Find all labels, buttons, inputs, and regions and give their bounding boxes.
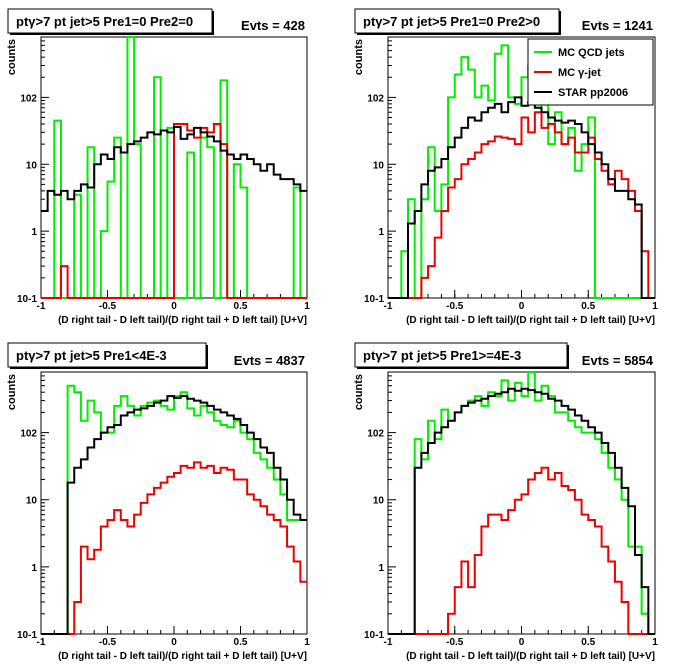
x-tick-label: 0.5 — [234, 637, 248, 648]
x-axis-label: (D right tail - D left tail)/(D right ta… — [58, 315, 307, 326]
x-tick-label: 0 — [171, 301, 177, 312]
y-axis-label: counts — [353, 374, 365, 410]
y-tick-label: 1 — [378, 563, 384, 574]
x-tick-label: 0 — [519, 301, 525, 312]
title-box — [354, 342, 568, 368]
x-axis-label: (D right tail - D left tail)/(D right ta… — [58, 651, 307, 662]
plot-title: ptγ>7 pt jet>5 Pre1<4E-3 — [16, 348, 167, 363]
histogram-panel-4: ptγ>7 pt jet>5 Pre1>=4E-3 Evts = 5854 coun… — [353, 342, 658, 662]
x-axis-label: (D right tail - D left tail)/(D right ta… — [406, 651, 655, 662]
series-line-star-pp2006 — [41, 395, 307, 635]
x-tick-label: -0.5 — [99, 637, 117, 648]
y-tick-label: 10 — [373, 160, 385, 171]
y-tick-label: 10-1 — [17, 294, 37, 305]
series-line-mc-jet — [388, 466, 655, 635]
y-tick-label: 102 — [20, 93, 37, 104]
y-tick-label: 10 — [373, 496, 385, 507]
title-box — [7, 8, 213, 34]
x-tick-label: -1 — [384, 301, 393, 312]
x-tick-label: 0.5 — [581, 301, 595, 312]
y-tick-label: 10-1 — [364, 630, 384, 641]
legend-entry: MC QCD jets — [558, 47, 625, 59]
series-line-mc-jet — [41, 123, 307, 299]
series-line-mc-qcd-jets — [388, 371, 655, 635]
title-box — [354, 8, 560, 34]
y-axis-label: counts — [6, 39, 18, 75]
x-tick-label: 0 — [171, 637, 177, 648]
series-line-star-pp2006 — [388, 96, 655, 299]
x-axis-label: (D right tail - D left tail)/(D right ta… — [406, 315, 655, 326]
x-tick-label: -1 — [384, 637, 393, 648]
x-tick-label: 0.5 — [581, 637, 595, 648]
y-tick-label: 102 — [367, 93, 384, 104]
y-axis-label: counts — [6, 374, 18, 410]
y-tick-label: 1 — [31, 227, 37, 238]
x-tick-label: 0 — [519, 637, 525, 648]
series-line-mc-qcd-jets — [41, 36, 307, 299]
title-box — [7, 342, 207, 368]
x-tick-label: 1 — [652, 301, 658, 312]
histogram-panel-2: ptγ>7 pt jet>5 Pre1=0 Pre2>0 Evts = 1241 c… — [353, 8, 658, 326]
series-line-star-pp2006 — [388, 387, 655, 635]
plot-title: ptγ>7 pt jet>5 Pre1=0 Pre2=0 — [16, 14, 193, 29]
x-tick-label: -1 — [37, 637, 46, 648]
y-tick-label: 1 — [31, 563, 37, 574]
series-line-mc-jet — [41, 461, 307, 635]
plot-title: ptγ>7 pt jet>5 Pre1>=4E-3 — [363, 348, 521, 363]
plot-frame — [387, 371, 656, 635]
legend-entry: MC γ-jet — [558, 67, 601, 79]
histogram-panel-3: ptγ>7 pt jet>5 Pre1<4E-3 Evts = 4837 count… — [6, 342, 310, 662]
y-tick-label: 1 — [378, 227, 384, 238]
y-tick-label: 10-1 — [17, 630, 37, 641]
y-axis-label: counts — [353, 39, 365, 75]
x-tick-label: -0.5 — [99, 301, 117, 312]
x-tick-label: -1 — [37, 301, 46, 312]
series-line-mc-qcd-jets — [41, 384, 307, 635]
x-tick-label: 0.5 — [234, 301, 248, 312]
plot-title: ptγ>7 pt jet>5 Pre1=0 Pre2>0 — [363, 14, 540, 29]
series-line-star-pp2006 — [41, 126, 307, 212]
x-tick-label: 1 — [304, 637, 310, 648]
y-tick-label: 10 — [26, 160, 38, 171]
x-tick-label: -0.5 — [446, 301, 464, 312]
events-count: Evts = 5854 — [582, 353, 654, 368]
y-tick-label: 10-1 — [364, 294, 384, 305]
events-count: Evts = 1241 — [582, 18, 653, 33]
histogram-panel-1: ptγ>7 pt jet>5 Pre1=0 Pre2=0 Evts = 428 co… — [6, 8, 310, 326]
panels-container: ptγ>7 pt jet>5 Pre1=0 Pre2=0 Evts = 428 co… — [6, 8, 658, 662]
y-tick-label: 102 — [20, 429, 37, 440]
series-line-mc-jet — [388, 111, 655, 299]
legend-entry: STAR pp2006 — [558, 87, 628, 99]
legend: MC QCD jets MC γ-jet STAR pp2006 — [527, 38, 654, 106]
x-tick-label: 1 — [304, 301, 310, 312]
x-tick-label: 1 — [652, 637, 658, 648]
y-tick-label: 10 — [26, 496, 38, 507]
y-tick-label: 102 — [367, 429, 384, 440]
x-tick-label: -0.5 — [446, 637, 464, 648]
events-count: Evts = 428 — [241, 18, 305, 33]
events-count: Evts = 4837 — [234, 353, 305, 368]
